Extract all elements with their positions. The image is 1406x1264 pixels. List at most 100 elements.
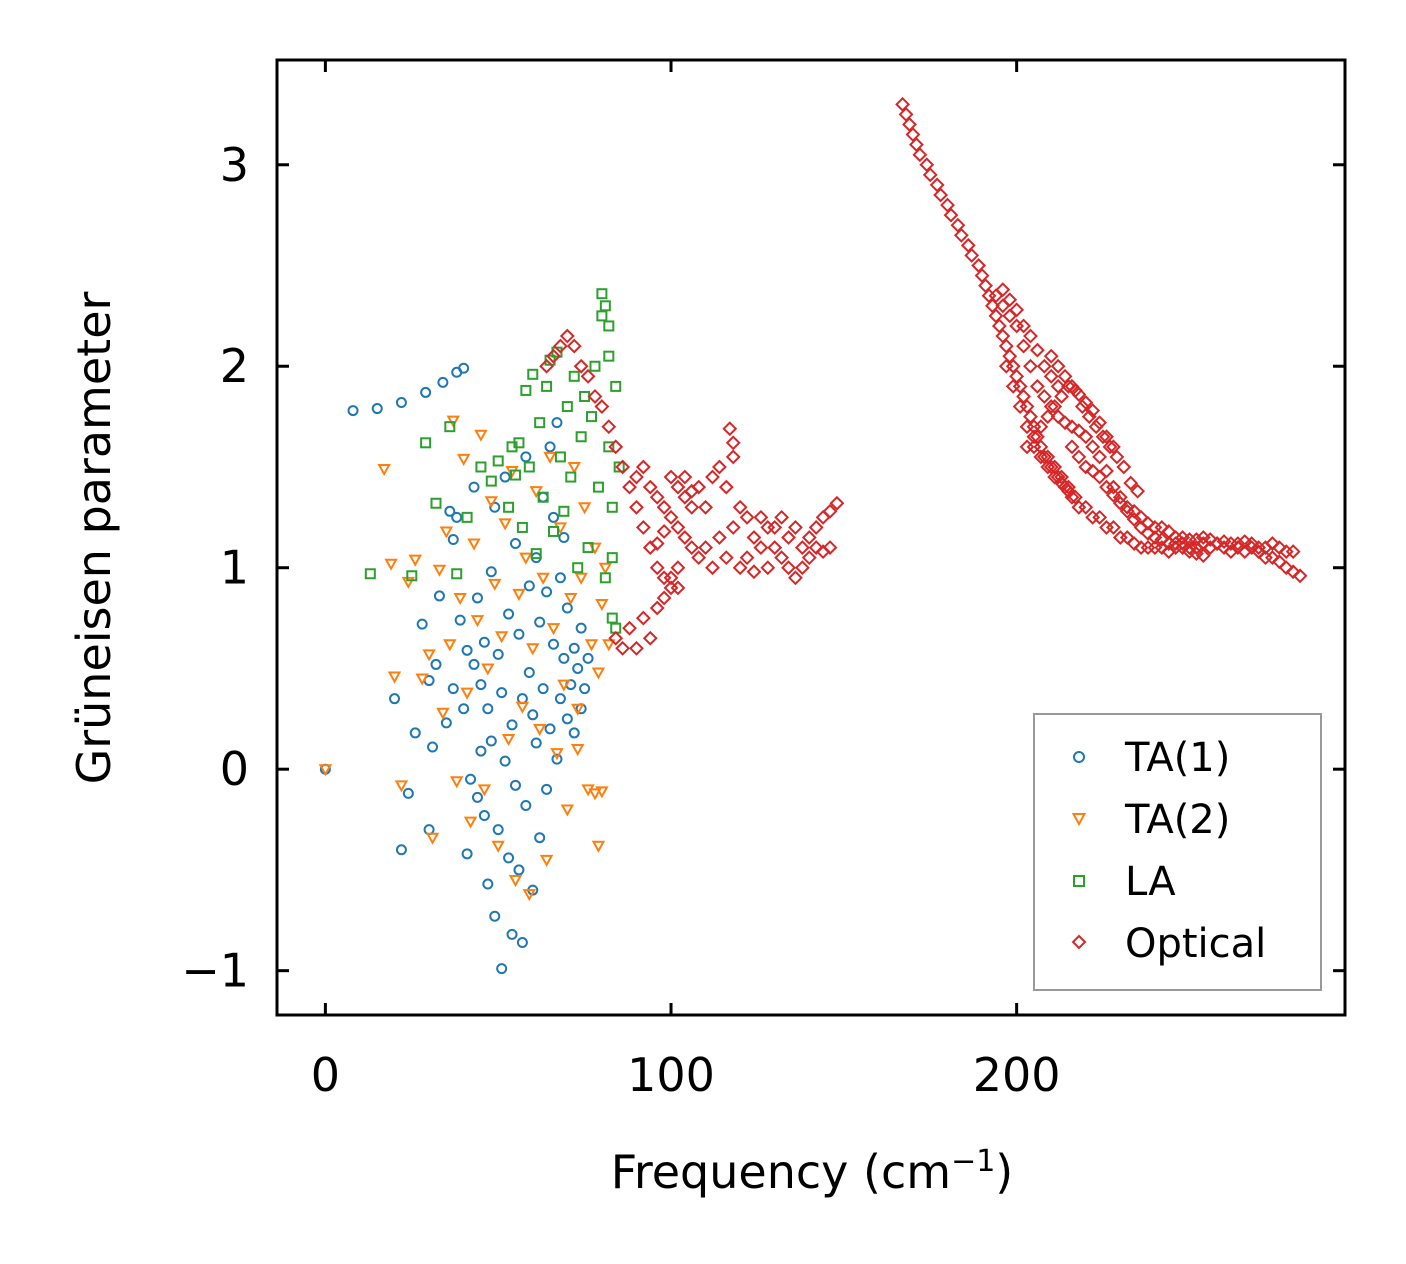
data-point (684, 483, 700, 499)
data-point (436, 707, 450, 720)
data-point (788, 520, 803, 535)
data-point (496, 687, 508, 699)
data-point (475, 461, 487, 473)
data-point (509, 469, 521, 481)
data-point (451, 511, 463, 523)
data-point (371, 403, 383, 415)
data-point (592, 481, 604, 493)
data-point (794, 560, 810, 576)
data-point (503, 608, 515, 620)
data-point (705, 560, 720, 576)
data-point (670, 479, 686, 495)
data-point (615, 640, 631, 656)
data-point (1029, 429, 1045, 445)
data-point (561, 602, 573, 614)
data-point (513, 437, 525, 449)
data-point (1202, 532, 1218, 547)
legend-item-ta1: TA(1) (1073, 735, 1230, 781)
data-point (394, 780, 409, 793)
data-point (492, 824, 504, 836)
series-ta2 (318, 415, 616, 902)
data-point (919, 157, 935, 173)
data-point (1116, 459, 1132, 475)
data-point (1064, 378, 1080, 394)
data-point (909, 137, 924, 153)
data-point (475, 745, 487, 757)
data-point (940, 197, 955, 213)
data-point (808, 520, 824, 535)
data-point (635, 520, 651, 535)
data-point (610, 380, 622, 392)
data-point (543, 451, 557, 464)
data-point (943, 207, 959, 223)
data-point (575, 431, 587, 443)
data-point (1040, 459, 1056, 475)
data-point (430, 497, 442, 509)
data-point (933, 187, 949, 203)
legend-label-optical: Optical (1125, 921, 1266, 967)
data-point (684, 540, 700, 555)
data-point (566, 338, 582, 354)
data-point (1292, 568, 1308, 584)
data-point (1005, 378, 1021, 394)
data-point (520, 451, 532, 463)
data-point (1050, 469, 1066, 485)
data-point (829, 495, 845, 511)
data-point (551, 753, 563, 765)
data-point (468, 481, 480, 493)
data-point (613, 461, 625, 473)
data-point (387, 671, 402, 684)
data-point (467, 538, 481, 551)
y-axis-title: Grüneisen parameter (67, 291, 121, 784)
data-point (1265, 550, 1280, 566)
data-point (1012, 399, 1028, 414)
data-point (1074, 399, 1090, 414)
data-point (649, 536, 665, 551)
data-point (384, 558, 398, 571)
data-point (656, 590, 672, 606)
data-point (475, 679, 487, 691)
data-point (567, 461, 581, 475)
data-point (1023, 409, 1038, 425)
x-tick-label: 100 (627, 1048, 715, 1102)
data-point (995, 328, 1011, 344)
data-point (516, 936, 528, 948)
data-point (554, 572, 566, 584)
data-point (718, 479, 734, 495)
triangle-down-icon (1071, 813, 1087, 827)
data-point (1175, 540, 1190, 555)
data-point (541, 783, 553, 795)
data-point (663, 509, 679, 525)
data-point (608, 630, 624, 646)
data-point (1054, 475, 1069, 491)
ticks: 0 100 200 −1 0 1 2 3 (181, 60, 1345, 1102)
data-point (558, 652, 570, 664)
data-point (432, 564, 447, 577)
data-point (629, 640, 644, 656)
data-point (1099, 479, 1114, 495)
data-point (964, 248, 980, 263)
data-point (1126, 536, 1142, 551)
data-point (520, 384, 532, 396)
data-point (895, 96, 911, 112)
data-point (912, 147, 928, 163)
data-point (1106, 439, 1121, 455)
data-point (670, 580, 686, 596)
data-point (663, 469, 679, 485)
data-point (760, 560, 776, 576)
data-point (606, 501, 618, 513)
data-point (572, 662, 584, 674)
data-point (1033, 419, 1049, 435)
legend-label-ta1: TA(1) (1124, 735, 1230, 781)
data-point (444, 421, 456, 433)
data-point (599, 572, 611, 584)
data-point (1078, 395, 1094, 410)
data-point (539, 854, 554, 867)
data-point (595, 786, 609, 799)
data-point (794, 540, 810, 555)
data-point (1036, 389, 1052, 404)
data-point (420, 437, 432, 449)
data-point (1230, 536, 1246, 551)
data-point (1026, 439, 1042, 455)
data-point (698, 540, 713, 555)
